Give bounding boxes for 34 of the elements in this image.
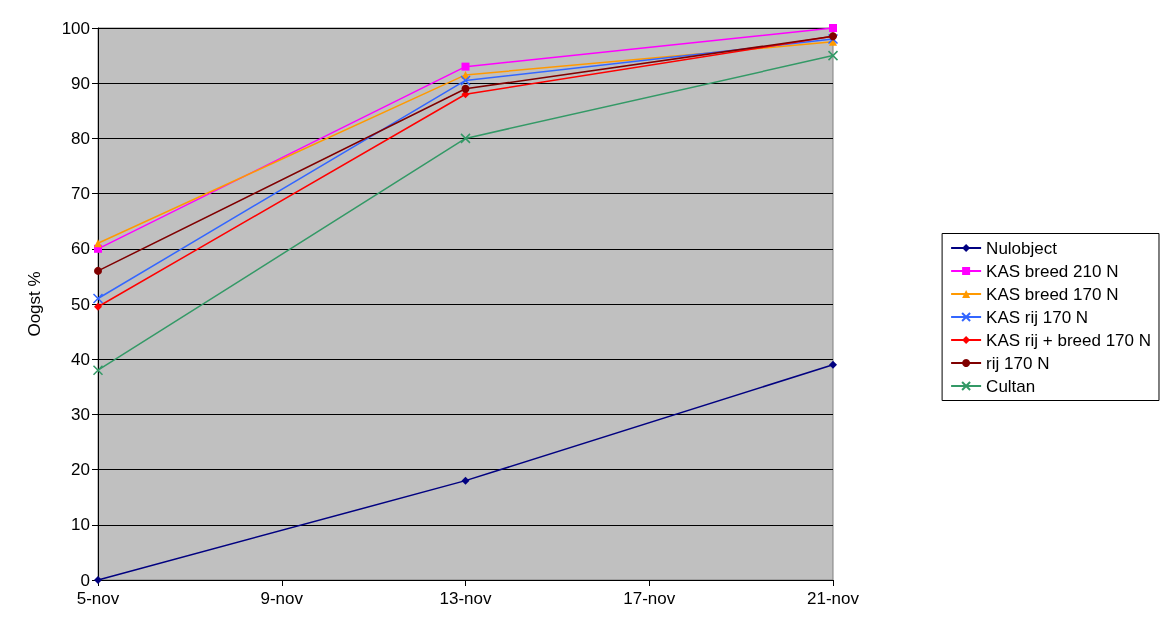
y-tick-label: 30 (71, 404, 90, 424)
point (94, 266, 102, 275)
legend-label: KAS rij + breed 170 N (986, 330, 1152, 350)
point (829, 360, 837, 369)
point (829, 24, 837, 32)
y-axis-title: Oogst % (25, 271, 44, 337)
legend-label: KAS breed 170 N (986, 284, 1119, 304)
point (460, 75, 471, 86)
y-tick-label: 10 (71, 515, 90, 535)
legend-label: KAS breed 210 N (986, 261, 1119, 281)
point (92, 364, 104, 376)
x-tick-label: 21-nov (807, 589, 860, 608)
y-tick-label: 70 (71, 184, 90, 204)
y-tick-label: 80 (71, 128, 90, 148)
y-tick-label: 50 (71, 294, 90, 314)
x-tick-label: 13-nov (439, 589, 492, 608)
point (461, 84, 470, 93)
y-tick-label: 20 (71, 460, 90, 480)
y-tick-label: 100 (61, 18, 90, 38)
x-tick-label: 17-nov (623, 589, 676, 608)
y-tick-label: 0 (80, 570, 90, 590)
x-tick-label: 9-nov (260, 589, 304, 608)
y-tick-label: 90 (71, 73, 90, 93)
point (460, 133, 471, 144)
point (461, 62, 470, 71)
legend-label: rij 170 N (986, 353, 1050, 373)
point (461, 476, 470, 485)
y-tick-label: 40 (71, 349, 90, 369)
point (827, 50, 839, 61)
legend-label: Nulobject (986, 238, 1058, 258)
legend-label: Cultan (986, 376, 1036, 396)
legend-label: KAS rij 170 N (986, 307, 1089, 327)
y-tick-label: 60 (71, 239, 90, 259)
x-tick-label: 5-nov (76, 589, 120, 608)
